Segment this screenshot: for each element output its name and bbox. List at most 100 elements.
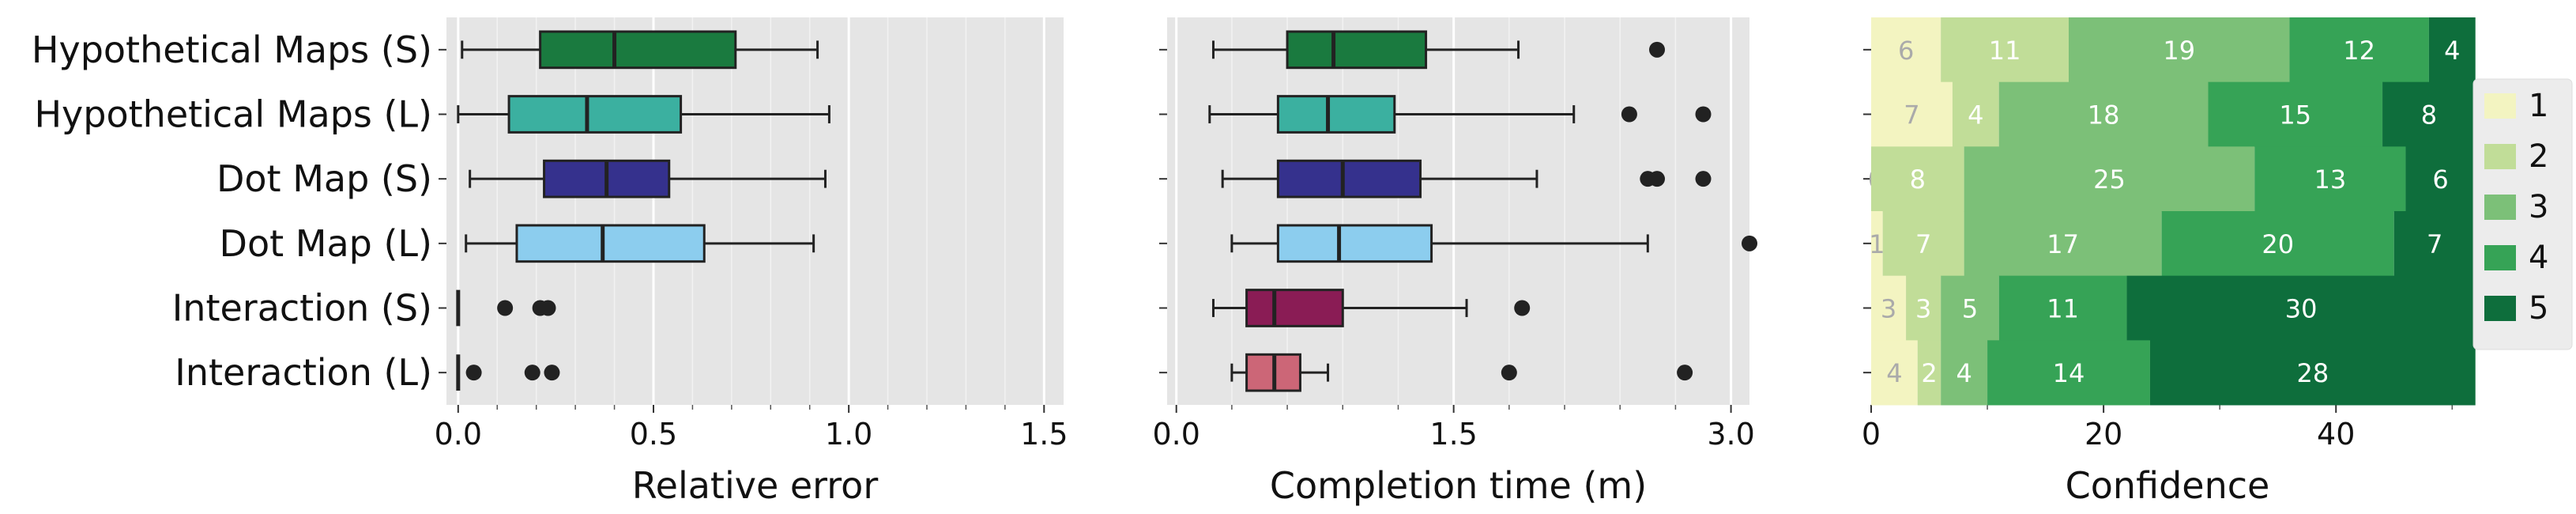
stack-segment-level-5 [2428,17,2476,83]
segment-value-label: 20 [2262,229,2294,259]
outlier-point [1649,171,1666,187]
outlier-point [1677,365,1693,381]
x-tick-label: 0.0 [435,417,482,452]
stack-segment-level-2 [1871,146,1964,212]
segment-value-label: 12 [2343,36,2375,66]
box-iqr [1276,95,1396,134]
outlier-point [497,300,514,316]
outlier-point [540,300,556,316]
segment-value-label: 3 [1915,294,1931,324]
stack-segment-level-4 [2208,81,2383,147]
box-iqr [1276,159,1422,198]
segment-value-label: 14 [2053,358,2085,388]
stack-segment-level-1 [1871,211,1883,277]
stack-segment-level-2 [1906,275,1941,341]
x-axis-label: Completion time (m) [1270,464,1647,507]
segment-value-label: 6 [1898,36,1914,66]
box-iqr [507,95,683,134]
segment-value-label: 7 [2427,229,2442,259]
stack-segment-level-3 [2069,17,2290,83]
segment-value-label: 4 [1968,100,1983,130]
stack-segment-level-4 [2289,17,2429,83]
legend-swatch-3 [2484,195,2516,220]
x-tick-label: 0 [1862,417,1881,452]
y-tick-label-interaction-s: Interaction (S) [172,287,432,330]
stack-segment-level-2 [1941,17,2069,83]
x-tick-label: 1.5 [1429,417,1477,452]
box-dot-map-s [1221,159,1712,198]
stack-segment-level-5 [2393,211,2476,277]
stack-segment-level-4 [1998,275,2127,341]
legend-swatch-4 [2484,245,2516,270]
stack-segment-level-5 [2405,146,2476,212]
outlier-point [1649,41,1666,58]
x-axis-label: Relative error [632,464,879,507]
relative-error-boxplot: 0.0 0.5 1.0 1.5 Hypothetical Maps (S) Hypothe… [32,17,1068,507]
x-tick-label: 1.5 [1020,417,1068,452]
segment-value-label: 4 [1886,358,1902,388]
box-interaction-l [1230,353,1693,392]
box-hypothetical-maps-l [457,95,830,134]
stack-segment-level-2 [1952,81,1999,147]
segment-value-label: 3 [1881,294,1896,324]
x-tick-label: 20 [2085,417,2122,452]
outlier-point [1514,300,1531,316]
stack-segment-level-2 [1882,211,1964,277]
confidence-stacked-bar: 02040Confidence6111912474181580825136171… [1862,17,2573,507]
box-interaction-s [1211,289,1531,327]
stack-segment-level-4 [1987,340,2150,406]
segment-value-label: 25 [2093,164,2126,195]
segment-value-label: 11 [1989,36,2021,66]
segment-value-label: 11 [2047,294,2079,324]
box-hypothetical-maps-l [1208,95,1712,134]
legend-swatch-5 [2484,296,2516,321]
y-tick-label-dot-map-l: Dot Map (L) [220,222,432,265]
outlier-point [524,365,540,381]
outlier-point [1695,106,1712,123]
stack-segment-level-3 [1941,275,1999,341]
stack-segment-level-3 [1964,211,2162,277]
stack-segment-level-1 [1871,340,1918,406]
stack-segment-level-2 [1917,340,1941,406]
stack-segment-level-3 [1998,81,2209,147]
stack-segment-level-4 [2161,211,2394,277]
completion-time-boxplot: 0.0 1.5 3.0 Completion time (m) [1152,17,1757,507]
stack-segment-level-3 [1941,340,1988,406]
box-interaction-s [456,289,556,327]
box-dot-map-l [465,224,815,263]
segment-value-label: 8 [1910,164,1926,195]
segment-value-label: 30 [2285,294,2318,324]
segment-value-label: 7 [1904,100,1919,130]
segment-value-label: 4 [2444,36,2460,66]
stack-segment-level-3 [1964,146,2255,212]
legend-label-3: 3 [2529,189,2548,225]
plot-background [1167,17,1749,405]
box-hypothetical-maps-s [461,30,819,70]
x-axis-label: Confidence [2066,464,2270,507]
segment-value-label: 28 [2296,358,2329,388]
stack-segment-level-1 [1871,17,1941,83]
legend-label-4: 4 [2529,240,2548,276]
legend: 1 2 3 4 5 [2472,78,2573,350]
outlier-point [1621,106,1637,123]
segment-value-label: 7 [1915,229,1931,259]
outlier-point [544,365,560,381]
stack-segment-level-5 [2382,81,2476,147]
x-tick-label: 0.0 [1152,417,1199,452]
box-interaction-l [456,354,560,391]
box-iqr [1245,289,1344,327]
y-tick-label-hypothetical-maps-l: Hypothetical Maps (L) [34,93,432,136]
segment-value-label: 5 [1962,294,1978,324]
segment-value-label: 6 [2432,164,2448,195]
legend-label-2: 2 [2529,138,2548,175]
box-iqr [1286,30,1428,70]
segment-value-label: 19 [2163,36,2195,66]
segment-value-label: 13 [2314,164,2347,195]
box-iqr [1276,224,1433,263]
y-tick-label-dot-map-s: Dot Map (S) [217,157,432,200]
x-tick-label: 40 [2317,417,2355,452]
segment-value-label: 15 [2279,100,2311,130]
x-tick-label: 0.5 [630,417,677,452]
outlier-point [1501,365,1517,381]
segment-value-label: 17 [2047,229,2079,259]
